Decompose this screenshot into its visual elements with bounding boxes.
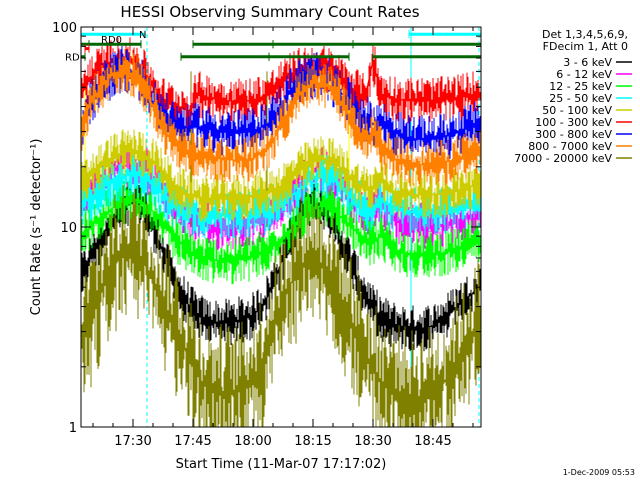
x-tick-label-1: 17:30 (114, 434, 151, 449)
legend-header-line-2: FDecim 1, Att 0 (543, 40, 628, 53)
axis-ticks: 17:30 17:45 18:00 18:15 18:30 18:45 1 10 100 (52, 21, 481, 449)
legend-entry-label-5: 50 - 100 keV (542, 104, 612, 117)
legend-entry-label-2: 6 - 12 keV (556, 68, 612, 81)
series-9 (81, 185, 481, 427)
series-noise-800to7000keV (81, 49, 481, 187)
x-tick-label-3: 18:00 (234, 434, 271, 449)
legend-entry-label-1: 3 - 6 keV (563, 56, 612, 69)
x-tick-label-4: 18:15 (294, 434, 331, 449)
legend-entry-label-3: 12 - 25 keV (549, 80, 612, 93)
legend-entry-label-8: 800 - 7000 keV (528, 140, 612, 153)
legend: Det 1,3,4,5,6,9, FDecim 1, Att 0 3 - 6 k… (514, 28, 632, 165)
x-tick-label-5: 18:30 (354, 434, 391, 449)
y-axis-label: Count Rate (s⁻¹ detector⁻¹) (29, 139, 44, 316)
y-tick-label-3: 100 (52, 21, 77, 36)
plot-area: RD0 RD N (65, 27, 482, 427)
legend-entry-label-4: 25 - 50 keV (549, 92, 612, 105)
x-tick-label-2: 17:45 (174, 434, 211, 449)
legend-entry-label-7: 300 - 800 keV (535, 128, 612, 141)
series-8 (81, 49, 481, 187)
x-tick-label-6: 18:45 (414, 434, 451, 449)
series-noise-50to100keV (81, 129, 481, 222)
y-tick-label-1: 1 (69, 421, 77, 436)
x-axis-label: Start Time (11-Mar-07 17:17:02) (176, 457, 387, 472)
chart-title: HESSI Observing Summary Count Rates (120, 3, 419, 21)
timestamp-stamp: 1-Dec-2009 05:53 (563, 468, 635, 477)
legend-header-line-1: Det 1,3,4,5,6,9, (542, 28, 628, 41)
y-tick-label-2: 10 (60, 221, 77, 236)
flag-label-RD0: RD0 (101, 35, 122, 46)
series-3 (81, 176, 481, 285)
series-noise-7000to20000keV (81, 185, 481, 427)
legend-entry-label-6: 100 - 300 keV (535, 116, 612, 129)
series-5 (81, 129, 481, 222)
series-noise-12to25keV (81, 176, 481, 285)
flag-label-RD: RD (65, 53, 80, 64)
flag-label-N: N (139, 30, 146, 41)
legend-entry-label-9: 7000 - 20000 keV (514, 152, 612, 165)
